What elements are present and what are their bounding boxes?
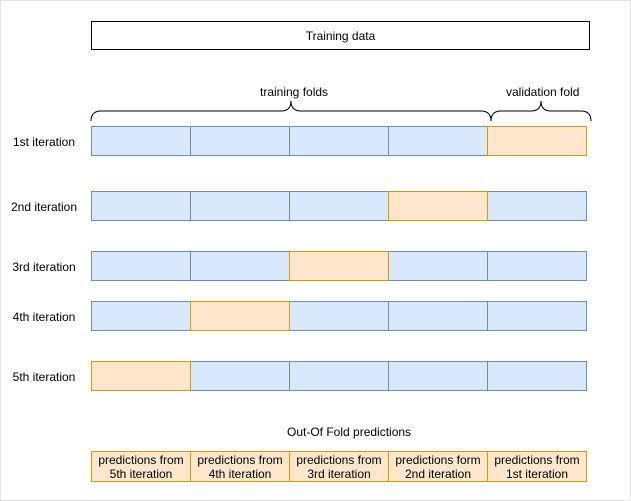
training-fold-cell [487, 251, 587, 281]
iteration-3-label: 3rd iteration [12, 260, 76, 274]
training-fold-cell [289, 301, 389, 331]
training-fold-cell [388, 251, 488, 281]
training-fold-cell [487, 301, 587, 331]
training-fold-cell [190, 126, 290, 156]
training-fold-cell [91, 251, 191, 281]
oof-cell-5th: predictions from 5th iteration [91, 451, 191, 482]
training-fold-cell [289, 361, 389, 391]
validation-fold-label: validation fold [506, 85, 580, 99]
training-fold-cell [190, 361, 290, 391]
oof-cell-2nd: predictions form 2nd iteration [388, 451, 488, 482]
oof-predictions-row: predictions from 5th iteration predictio… [91, 451, 591, 482]
oof-cell-3rd: predictions from 3rd iteration [289, 451, 389, 482]
training-folds-brace [90, 100, 492, 122]
iteration-5-row [91, 361, 591, 391]
training-fold-cell [289, 126, 389, 156]
iteration-2-row [91, 191, 591, 221]
training-fold-cell [190, 251, 290, 281]
validation-fold-cell [91, 361, 191, 391]
training-fold-cell [91, 191, 191, 221]
training-data-box: Training data [91, 21, 590, 50]
training-fold-cell [91, 126, 191, 156]
training-fold-cell [289, 191, 389, 221]
validation-fold-cell [487, 126, 587, 156]
oof-cell-1st: predictions from 1st iteration [487, 451, 587, 482]
iteration-1-row [91, 126, 591, 156]
iteration-1-label: 1st iteration [12, 135, 76, 149]
iteration-4-label: 4th iteration [12, 310, 76, 324]
fold-braces [90, 100, 592, 122]
oof-cell-4th: predictions from 4th iteration [190, 451, 290, 482]
validation-fold-cell [388, 191, 488, 221]
training-fold-cell [190, 191, 290, 221]
training-fold-cell [487, 191, 587, 221]
validation-fold-cell [190, 301, 290, 331]
training-folds-label: training folds [260, 85, 329, 99]
training-fold-cell [91, 301, 191, 331]
validation-fold-cell [289, 251, 389, 281]
iteration-2-label: 2nd iteration [10, 200, 78, 214]
iteration-4-row [91, 301, 591, 331]
training-data-label: Training data [305, 28, 376, 43]
iteration-3-row [91, 251, 591, 281]
validation-fold-brace [490, 100, 592, 122]
training-fold-cell [388, 361, 488, 391]
training-fold-cell [388, 126, 488, 156]
oof-title: Out-Of Fold predictions [287, 425, 412, 439]
iteration-5-label: 5th iteration [12, 370, 76, 384]
training-fold-cell [487, 361, 587, 391]
training-fold-cell [388, 301, 488, 331]
